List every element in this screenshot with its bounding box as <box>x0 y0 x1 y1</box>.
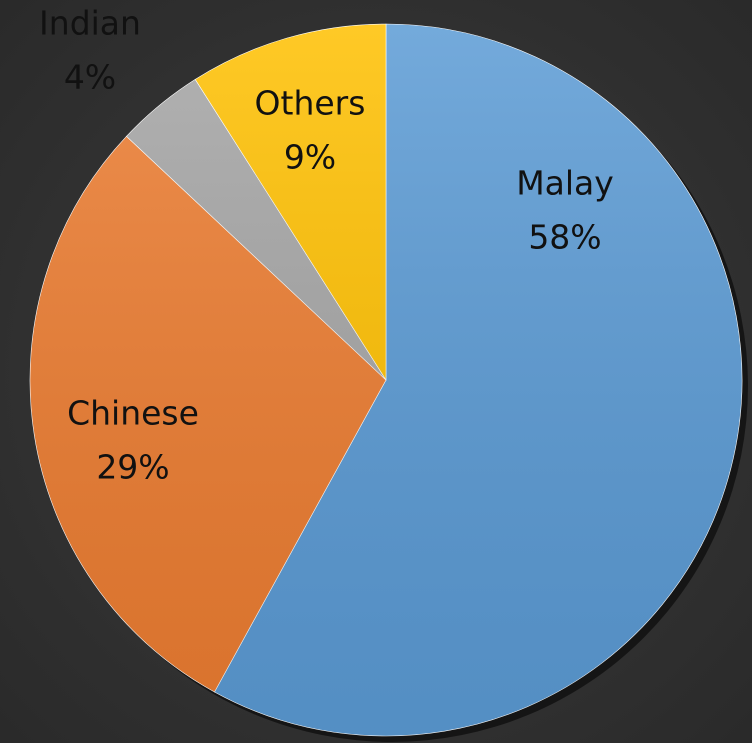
slice-value: 9% <box>284 138 336 177</box>
slice-value: 58% <box>528 218 601 257</box>
slices <box>29 23 743 737</box>
slice-value: 4% <box>64 58 116 97</box>
slice-label: Others <box>255 84 366 123</box>
slice-label: Malay <box>516 164 614 203</box>
slice-label: Chinese <box>67 394 199 433</box>
slice-value: 29% <box>96 448 169 487</box>
labels: Malay 58% Chinese 29% Indian 4% Others 9% <box>39 4 614 487</box>
slice-label: Indian <box>39 4 141 43</box>
